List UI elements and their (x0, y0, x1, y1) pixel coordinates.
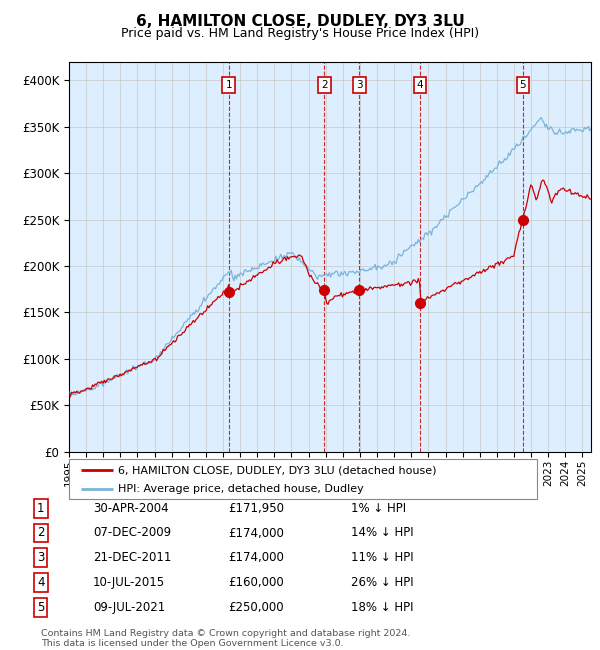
Text: £174,000: £174,000 (228, 551, 284, 564)
Text: 5: 5 (520, 80, 526, 90)
Text: Contains HM Land Registry data © Crown copyright and database right 2024.: Contains HM Land Registry data © Crown c… (41, 629, 410, 638)
Text: 14% ↓ HPI: 14% ↓ HPI (351, 526, 413, 539)
Text: 4: 4 (417, 80, 424, 90)
Text: 3: 3 (37, 551, 44, 564)
Text: 07-DEC-2009: 07-DEC-2009 (93, 526, 171, 539)
Text: 11% ↓ HPI: 11% ↓ HPI (351, 551, 413, 564)
Text: 2: 2 (321, 80, 328, 90)
Text: £250,000: £250,000 (228, 601, 284, 614)
Text: 6, HAMILTON CLOSE, DUDLEY, DY3 3LU: 6, HAMILTON CLOSE, DUDLEY, DY3 3LU (136, 14, 464, 29)
Text: 30-APR-2004: 30-APR-2004 (93, 502, 169, 515)
Text: 6, HAMILTON CLOSE, DUDLEY, DY3 3LU (detached house): 6, HAMILTON CLOSE, DUDLEY, DY3 3LU (deta… (118, 465, 437, 475)
Text: This data is licensed under the Open Government Licence v3.0.: This data is licensed under the Open Gov… (41, 639, 343, 648)
Text: 3: 3 (356, 80, 363, 90)
Text: 18% ↓ HPI: 18% ↓ HPI (351, 601, 413, 614)
Text: 26% ↓ HPI: 26% ↓ HPI (351, 576, 413, 589)
Text: 1% ↓ HPI: 1% ↓ HPI (351, 502, 406, 515)
Text: 1: 1 (226, 80, 232, 90)
Text: 4: 4 (37, 576, 44, 589)
Text: £171,950: £171,950 (228, 502, 284, 515)
Text: £174,000: £174,000 (228, 526, 284, 539)
Text: 2: 2 (37, 526, 44, 539)
Text: 1: 1 (37, 502, 44, 515)
FancyBboxPatch shape (69, 459, 537, 499)
Text: 5: 5 (37, 601, 44, 614)
Text: £160,000: £160,000 (228, 576, 284, 589)
Text: 10-JUL-2015: 10-JUL-2015 (93, 576, 165, 589)
Text: 21-DEC-2011: 21-DEC-2011 (93, 551, 172, 564)
Text: Price paid vs. HM Land Registry's House Price Index (HPI): Price paid vs. HM Land Registry's House … (121, 27, 479, 40)
Text: HPI: Average price, detached house, Dudley: HPI: Average price, detached house, Dudl… (118, 484, 364, 494)
Text: 09-JUL-2021: 09-JUL-2021 (93, 601, 165, 614)
